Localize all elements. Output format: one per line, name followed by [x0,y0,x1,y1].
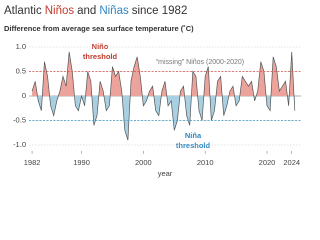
x-tick-label: 1990 [73,158,90,167]
x-tick-label: 1982 [24,158,41,167]
y-tick-label: 0.5 [16,66,26,75]
line [31,51,296,141]
annotation: “missing” Niños (2000-2020) [156,59,244,66]
x-tick-label: 2020 [259,158,276,167]
chart-subtitle: Difference from average sea surface temp… [4,24,194,33]
title-part: Niños [45,5,75,17]
x-tick-label: 2000 [135,158,152,167]
y-tick-label: -1.0 [13,140,26,149]
annotation: threshold [83,52,118,61]
y-tick-label: -0.5 [13,115,26,124]
annotation: threshold [176,141,211,150]
title-part: Atlantic [4,5,42,17]
x-tick-label: 2010 [197,158,214,167]
y-tick-label: 1.0 [16,42,26,51]
title-part: and [77,5,96,17]
page: Atlantic Niños and Niñas since 1982 Differen… [4,5,301,178]
annotation: Niña [185,131,202,140]
y-tick-label: 0 [22,91,26,100]
chart-title: Atlantic Niños and Niñas since 1982 [4,5,187,17]
chart: Atlantic Niños and Niñas since 1982 Differen… [4,5,301,178]
x-axis-label: year [158,169,173,178]
x-tick-label: 2024 [283,158,300,167]
annotation: Niño [92,42,109,51]
title-part: since 1982 [132,5,188,17]
title-part: Niñas [99,5,129,17]
